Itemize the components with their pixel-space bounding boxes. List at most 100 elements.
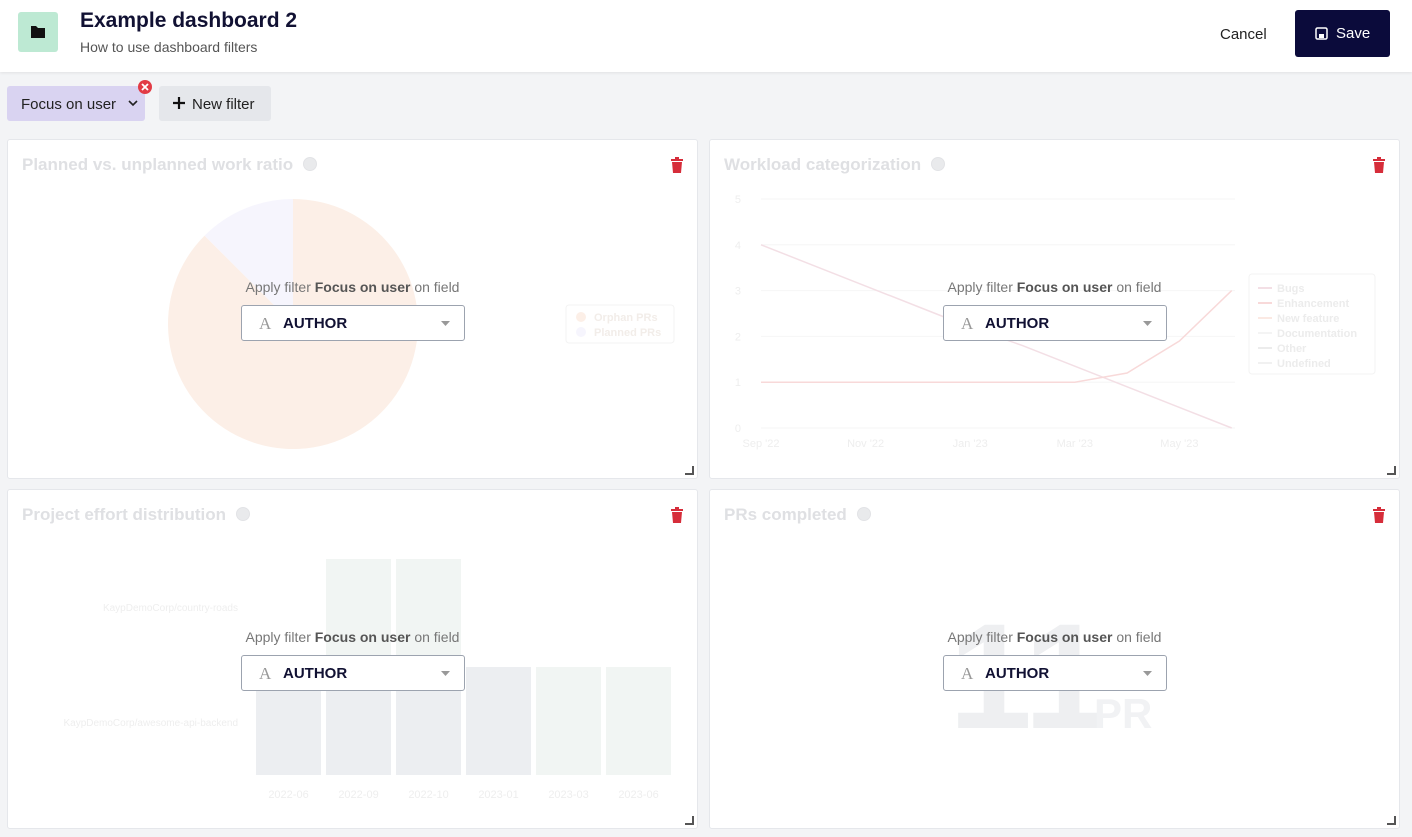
x-tick-label: 2022-09 [338,789,378,801]
field-select[interactable]: A AUTHOR [943,655,1167,691]
x-tick-label: 2023-06 [618,789,658,801]
field-select[interactable]: A AUTHOR [241,305,465,341]
resize-icon [685,466,694,475]
save-button[interactable]: Save [1295,10,1390,57]
trash-icon [1373,507,1385,523]
save-icon [1315,27,1328,40]
trash-icon [1373,157,1385,173]
panel-title: PRs completed [724,505,871,525]
prompt-suffix: on field [414,629,460,645]
x-tick-label: 2022-10 [408,789,448,801]
y-tick-label: 1 [735,377,741,389]
field-type-icon: A [259,314,272,333]
panel-title: Project effort distribution [22,505,250,525]
panel-title: Workload categorization [724,155,946,175]
prompt-prefix: Apply filter [947,279,1013,295]
help-icon [931,157,946,171]
dashboard-title: Example dashboard 2 [80,9,298,32]
big-number-unit: PR [1094,690,1152,737]
delete-button[interactable] [1372,157,1386,173]
field-name: AUTHOR [985,665,1050,682]
delete-button[interactable] [670,507,684,523]
cancel-button[interactable]: Cancel [1220,26,1267,43]
legend-label: New feature [1277,313,1339,325]
filter-prompt: Apply filter Focus on user on field [8,629,697,645]
active-filter[interactable]: Focus on user [7,86,145,121]
legend-swatch [576,312,586,322]
pie-slice [204,199,293,324]
trash-icon [671,507,683,523]
x-tick-label: Mar '23 [1057,438,1093,450]
plus-icon [173,97,185,109]
field-type-icon: A [961,314,974,333]
field-select[interactable]: A AUTHOR [241,655,465,691]
prompt-filter: Focus on user [1016,629,1113,645]
x-tick-label: Jan '23 [953,438,988,450]
filter-prompt: Apply filter Focus on user on field [710,629,1399,645]
x-tick-label: Sep '22 [743,438,780,450]
legend-label: Planned PRs [594,327,661,339]
prompt-prefix: Apply filter [245,279,311,295]
legend-swatch [576,327,586,337]
series-line [761,290,1233,383]
help-icon [303,157,318,171]
resize-handle [1387,466,1396,475]
panel: 0 1 2 3 4 5 Sep '22 Nov '22 Jan '23 Mar '23 May '2… [709,139,1400,479]
prompt-filter: Focus on user [314,279,411,295]
filter-prompt: Apply filter Focus on user on field [710,279,1399,295]
arrow-shape [1143,671,1152,676]
new-filter-label: New filter [192,96,255,113]
legend-box [1248,273,1376,375]
chevron [128,100,138,107]
prompt-prefix: Apply filter [245,629,311,645]
y-tick-label: 3 [735,286,741,298]
help-icon [236,507,250,521]
field-name: AUTHOR [283,665,348,682]
arrow-shape [441,671,450,676]
bar-segment [466,667,531,775]
x-tick-label: 2023-01 [478,789,518,801]
field-name: AUTHOR [283,315,348,332]
prompt-filter: Focus on user [1016,279,1113,295]
prompt-filter: Focus on user [314,629,411,645]
field-type-icon: A [259,664,272,683]
resize-handle [685,466,694,475]
prompt-suffix: on field [1116,279,1162,295]
x-tick-label: May '23 [1160,438,1198,450]
y-tick-label: 2 [735,331,741,343]
legend-label: Other [1277,343,1307,355]
resize-handle [685,816,694,825]
active-filter-label: Focus on user [21,96,117,113]
panel-title: Planned vs. unplanned work ratio [22,155,318,175]
x-tick-label: Nov '22 [847,438,884,450]
trash-icon [671,157,683,173]
panel: 2022-06 2022-09 2022-10 2023-01 2023-03 2023-… [7,489,698,829]
y-tick-label: 0 [735,423,741,435]
prompt-suffix: on field [414,279,460,295]
new-filter-button[interactable]: New filter [159,86,271,121]
resize-handle [1387,816,1396,825]
remove-filter[interactable] [137,79,153,95]
header: Example dashboard 2 How to use dashboard… [0,0,1412,72]
dropdown-arrow [441,321,450,326]
legend-label: Orphan PRs [594,312,658,324]
y-tick-label: 4 [735,240,741,252]
field-name: AUTHOR [985,315,1050,332]
filter-prompt: Apply filter Focus on user on field [8,279,697,295]
resize-icon [1387,466,1396,475]
field-select[interactable]: A AUTHOR [943,305,1167,341]
arrow-shape [441,321,450,326]
dropdown-arrow [1143,671,1152,676]
dropdown-arrow [1143,321,1152,326]
chart: 2022-06 2022-09 2022-10 2023-01 2023-03 2023-… [63,559,671,801]
help-icon [856,507,871,521]
bar-segment [606,667,671,775]
legend-label: Enhancement [1277,298,1349,310]
dropdown-arrow [441,671,450,676]
delete-button[interactable] [1372,507,1386,523]
dashboard-icon [18,12,58,52]
resize-icon [1387,816,1396,825]
delete-button[interactable] [670,157,684,173]
